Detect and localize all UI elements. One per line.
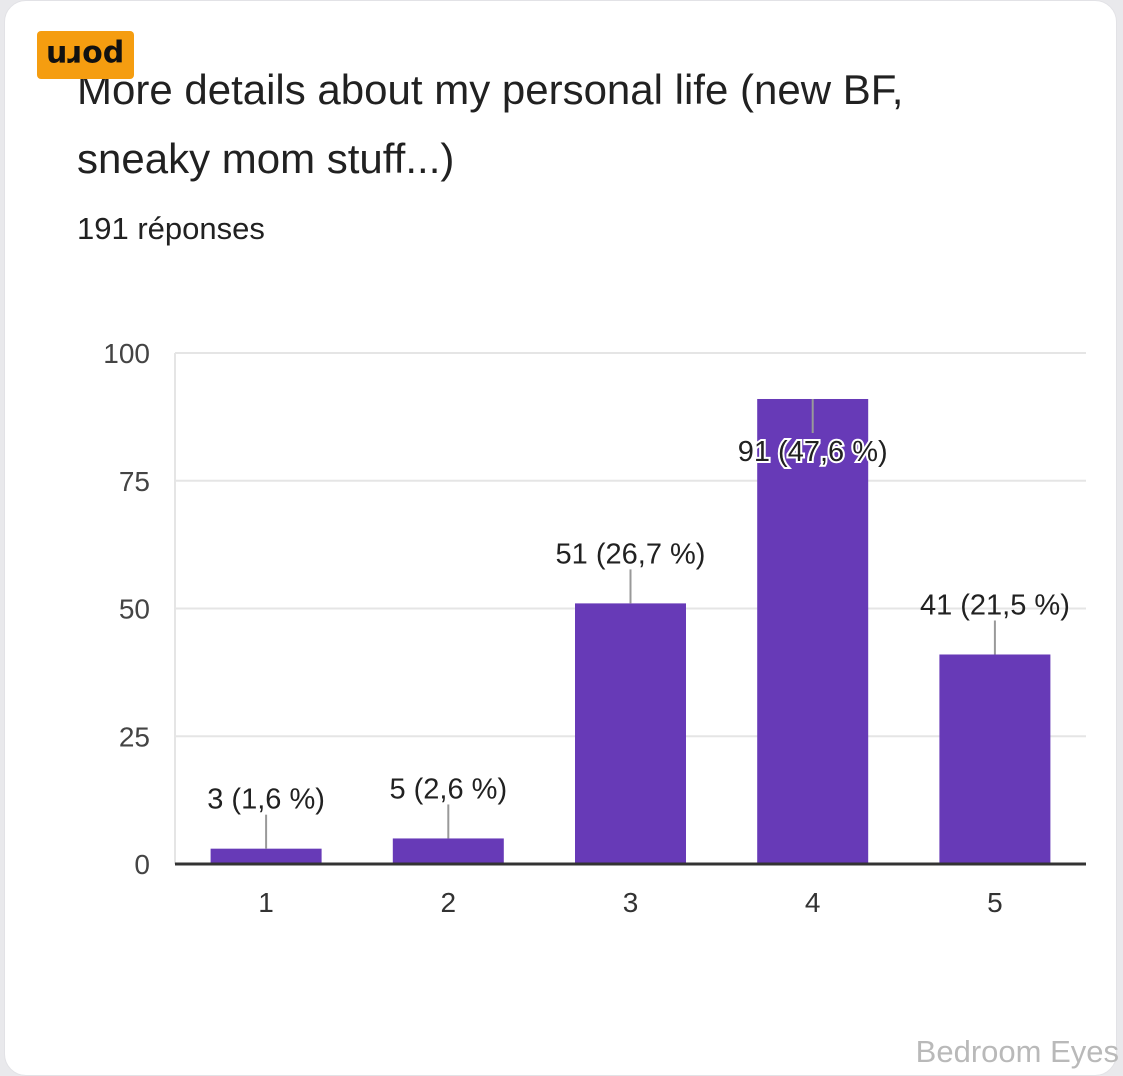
bar (210, 848, 322, 864)
data-label: 51 (26,7 %) (556, 538, 706, 570)
chart-card: porn More details about my personal life… (4, 0, 1117, 1076)
question-title: More details about my personal life (new… (77, 66, 904, 182)
x-tick-label: 5 (987, 887, 1003, 918)
x-tick-label: 2 (441, 887, 457, 918)
bar (757, 398, 869, 864)
data-label: 3 (1,6 %) (207, 784, 325, 816)
y-tick-label: 50 (119, 594, 150, 625)
y-tick-label: 0 (134, 849, 150, 880)
bar (575, 603, 686, 864)
bar (392, 838, 504, 864)
x-tick-label: 4 (805, 887, 821, 918)
sticker-badge: porn (37, 31, 134, 79)
data-label: 41 (21,5 %) (920, 589, 1070, 621)
x-tick-label: 1 (258, 887, 274, 918)
data-label: 5 (2,6 %) (389, 773, 507, 805)
y-tick-label: 25 (119, 721, 150, 752)
x-tick-label: 3 (623, 887, 639, 918)
response-count: 191 réponses (77, 211, 265, 246)
y-tick-label: 75 (119, 466, 150, 497)
data-label: 91 (47,6 %) (738, 436, 888, 468)
watermark: Bedroom Eyes (915, 1034, 1119, 1069)
sticker-badge-text: porn (46, 38, 125, 73)
y-tick-label: 100 (103, 338, 150, 369)
bar (939, 654, 1051, 864)
